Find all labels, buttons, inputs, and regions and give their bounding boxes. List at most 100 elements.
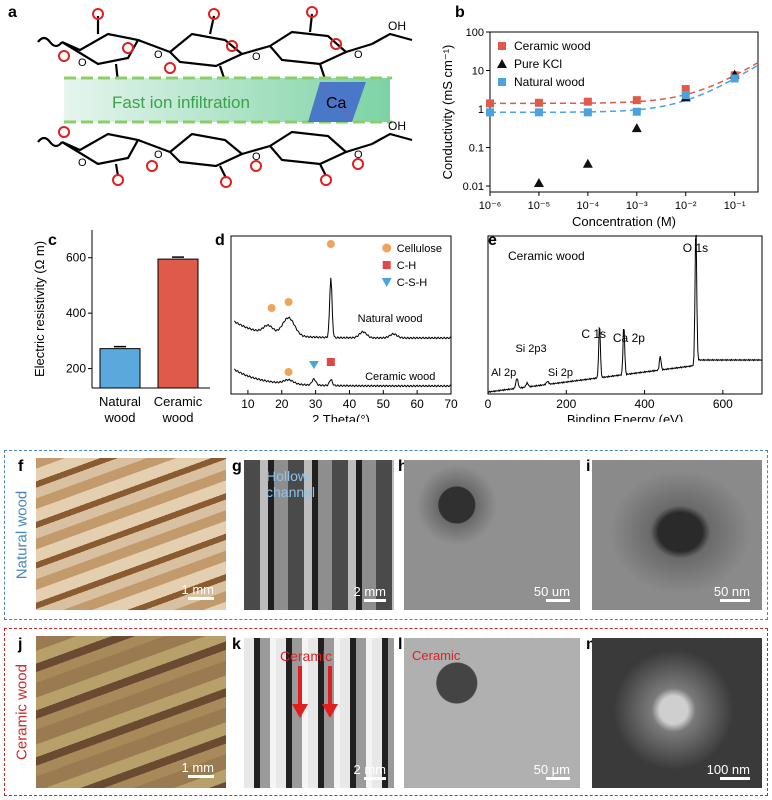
data-point-ceramic-wood — [583, 97, 592, 106]
category-label: Natural — [99, 394, 141, 409]
x-tick-label: 10⁻³ — [626, 200, 648, 212]
data-point-ceramic-wood — [632, 96, 641, 105]
legend-label-c-h: C-H — [397, 260, 417, 272]
x-tick-label: 60 — [410, 397, 424, 411]
annotation-si2p3: Si 2p3 — [515, 343, 546, 355]
x-axis-label: Concentration (M) — [572, 214, 676, 229]
y-tick-label: 200 — [66, 362, 86, 376]
band-text: Fast ion infiltration — [112, 93, 250, 112]
data-point-natural-wood — [486, 108, 494, 117]
y-tick-label: 400 — [66, 306, 86, 320]
legend-marker-natural-wood — [498, 78, 506, 86]
y-tick-label: 10 — [472, 66, 484, 78]
cellulose-marker — [326, 240, 335, 248]
data-point-natural-wood — [681, 91, 690, 100]
natural-wood-sem-image: 50 um — [404, 460, 580, 610]
annotation-si2p: Si 2p — [548, 367, 573, 379]
legend-label-ceramic-wood: Ceramic wood — [514, 39, 591, 53]
y-tick-label: 600 — [66, 251, 86, 265]
x-tick-label: 10⁻⁶ — [479, 200, 502, 212]
x-tick-label: 200 — [556, 397, 576, 411]
x-tick-label: 20 — [275, 397, 289, 411]
svg-text:O: O — [252, 51, 261, 63]
scale-bar-j: 1 mm — [182, 760, 214, 778]
x-tick-label: 400 — [635, 397, 655, 411]
scale-bar-g: 2 mm — [354, 584, 386, 602]
bar — [157, 258, 199, 389]
bottom-cellulose-chain — [37, 130, 413, 179]
ceramic-arrows-k — [292, 666, 338, 718]
y-axis-label: Electric resistivity (Ω m) — [32, 241, 47, 377]
legend-label-c-s-h: C-S-H — [397, 277, 428, 289]
data-point-pure-kcl — [582, 158, 593, 168]
xps-trace — [487, 234, 763, 394]
legend-marker-ceramic-wood — [498, 42, 506, 50]
natural-wood-row — [4, 450, 768, 620]
ion-label: Ca — [326, 95, 347, 112]
ceramic-annotation-l: Ceramic — [412, 648, 461, 663]
csh-marker — [308, 361, 319, 369]
scale-bar-i: 50 nm — [714, 584, 750, 602]
data-point-natural-wood — [534, 108, 543, 117]
y-axis-label: Conductivity (mS cm⁻¹) — [440, 45, 455, 180]
resistivity-chart: 200 400 600 Electric resistivity (Ω m) Natur… — [32, 230, 210, 425]
category-label: Ceramic — [154, 394, 203, 409]
x-tick-label: 70 — [444, 397, 458, 411]
legend-marker-c-s-h — [381, 278, 392, 287]
panel-label-e: e — [488, 232, 497, 249]
cellulose-marker — [267, 304, 276, 312]
data-point-natural-wood — [632, 107, 641, 116]
xps-chart: 0 200 400 600 Binding Energy (eV) Ceramic woo… — [485, 234, 763, 422]
plot-frame — [487, 235, 763, 395]
x-tick-label: 10⁻² — [675, 200, 697, 212]
fit-curve-natural-wood — [490, 64, 759, 114]
x-tick-label: 30 — [309, 397, 323, 411]
data-point-natural-wood — [583, 108, 592, 117]
x-tick-label: 10 — [241, 397, 255, 411]
natural-wood-nano-image: 50 nm — [592, 460, 762, 610]
conductivity-chart: 10⁻⁶ 10⁻⁵ 10⁻⁴ 10⁻³ 10⁻² 10⁻¹ 0.01 0.1 1 10 100 Con… — [440, 27, 759, 229]
x-tick-label: 0 — [485, 397, 492, 411]
data-point-pure-kcl — [631, 123, 642, 133]
panel-label-k: k — [232, 636, 241, 653]
annotation-c1s: C 1s — [581, 327, 606, 341]
svg-text:O: O — [354, 49, 363, 61]
xrd-chart: 10 20 30 40 50 60 70 2 Theta(°) Natural wood Cera… — [230, 235, 458, 422]
data-point-ceramic-wood — [486, 99, 494, 108]
panel-label-l: l — [398, 636, 403, 653]
scale-bar-f: 1 mm — [182, 582, 214, 600]
ceramic-wood-optical-image: 1 mm — [36, 636, 226, 788]
data-point-pure-kcl — [533, 177, 544, 187]
x-tick-label: 600 — [713, 397, 733, 411]
legend-label-pure-kcl: Pure KCl — [514, 57, 562, 71]
data-point-ceramic-wood — [534, 98, 543, 107]
hollow-channel-annotation: Hollow channel — [266, 468, 316, 500]
panel-label-b: b — [455, 4, 465, 21]
x-tick-label: 10⁻⁴ — [576, 200, 599, 212]
svg-text:O: O — [78, 57, 87, 69]
ch-marker — [326, 358, 335, 366]
svg-text:O: O — [78, 157, 87, 169]
svg-text:O: O — [252, 151, 261, 163]
scale-bar-k: 2 mm — [354, 762, 386, 780]
bar — [99, 348, 141, 389]
annotation-o1s: O 1s — [683, 241, 708, 255]
ceramic-wood-nano-image: 100 nm — [592, 638, 762, 788]
x-tick-label: 40 — [343, 397, 357, 411]
cellulose-marker — [284, 298, 293, 306]
fit-curve-ceramic-wood — [490, 61, 759, 105]
trace-ceramic-wood — [234, 368, 452, 388]
legend-marker-cellulose — [382, 243, 392, 253]
legend-label-natural-wood: Natural wood — [514, 75, 585, 89]
panel-label-f: f — [18, 458, 24, 475]
svg-text:O: O — [154, 49, 163, 61]
trace-natural-wood — [234, 277, 452, 340]
trace-label-natural: Natural wood — [358, 313, 423, 325]
plot-frame — [230, 235, 452, 395]
annotation-al2p: Al 2p — [491, 367, 516, 379]
x-tick-label: 50 — [377, 397, 391, 411]
oh-label-bottom: OH — [388, 119, 406, 133]
panel-label-h: h — [398, 458, 408, 475]
natural-wood-ct-image: Hollow channel 2 mm — [244, 460, 394, 610]
x-axis-label: Binding Energy (eV) — [567, 412, 683, 422]
